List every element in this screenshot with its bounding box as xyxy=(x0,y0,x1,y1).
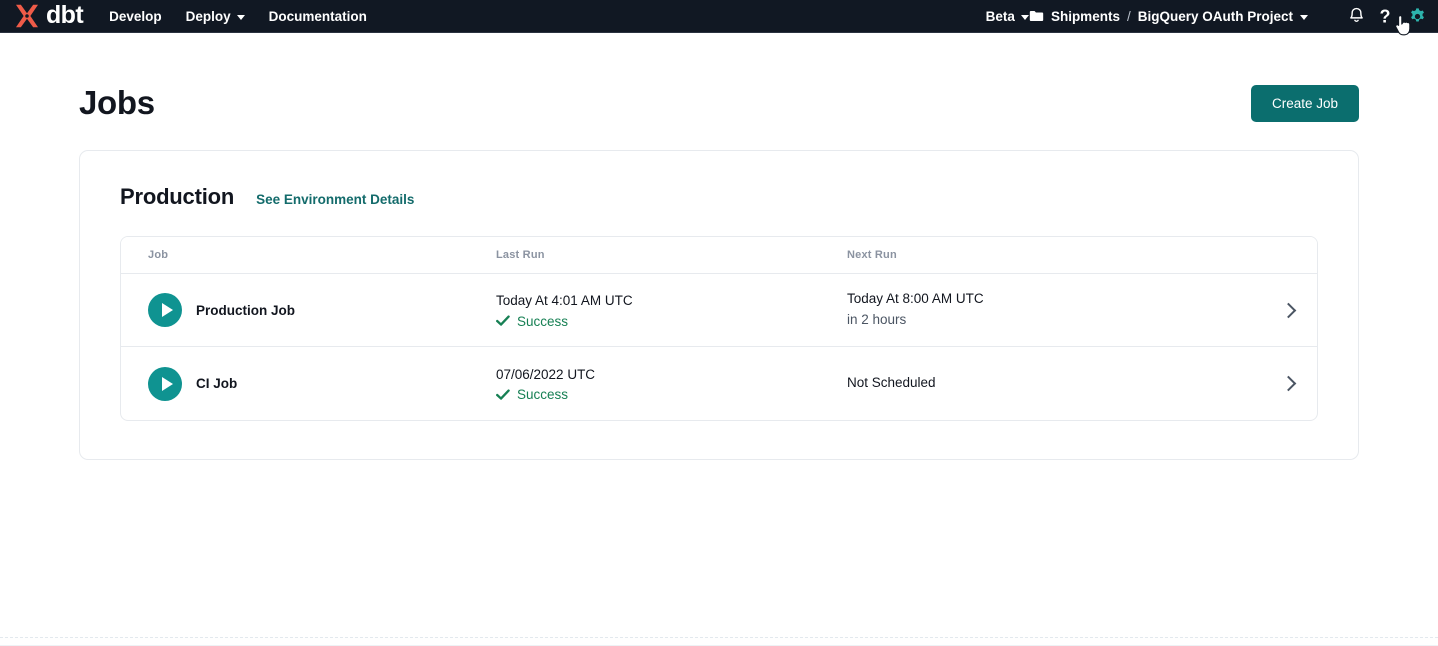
page-title: Jobs xyxy=(79,84,155,121)
play-circle-icon[interactable] xyxy=(148,366,182,401)
navbar-right-group: Beta Shipments / BigQuery OAuth Project … xyxy=(986,7,1427,36)
row-job-cell: CI Job xyxy=(121,366,496,401)
next-run-time: Today At 8:00 AM UTC xyxy=(847,291,984,307)
environment-card: Production See Environment Details Job L… xyxy=(79,150,1359,460)
gear-icon xyxy=(1411,7,1424,21)
nav-link-develop-label: Develop xyxy=(109,8,162,24)
column-header-last-run: Last Run xyxy=(496,249,545,261)
chevron-right-icon xyxy=(1280,375,1296,392)
row-next-run-cell: Not Scheduled xyxy=(847,373,1259,394)
status-badge: Success xyxy=(517,387,569,403)
notifications-button[interactable] xyxy=(1348,7,1365,25)
status-badge: Success xyxy=(517,313,569,329)
check-icon xyxy=(496,315,510,327)
breadcrumb-account: Shipments xyxy=(1050,8,1120,24)
page-body: Jobs Create Job Production See Environme… xyxy=(0,33,1438,460)
top-navbar: dbt Develop Deploy Documentation Beta Sh… xyxy=(0,0,1438,36)
nav-link-develop[interactable]: Develop xyxy=(109,9,162,24)
row-last-run-cell: Today At 4:01 AM UTC Success xyxy=(496,291,847,329)
environment-card-header: Production See Environment Details xyxy=(120,184,1318,210)
row-open-button[interactable] xyxy=(1259,375,1317,392)
beta-dropdown[interactable]: Beta xyxy=(986,9,1029,24)
table-row[interactable]: CI Job 07/06/2022 UTC Success Not Schedu… xyxy=(121,347,1317,420)
footer-divider-dashed xyxy=(0,637,1438,638)
breadcrumb[interactable]: Shipments / BigQuery OAuth Project xyxy=(1029,9,1308,24)
row-last-run-cell: 07/06/2022 UTC Success xyxy=(496,365,847,403)
row-open-button[interactable] xyxy=(1259,302,1317,318)
settings-button[interactable] xyxy=(1395,7,1427,36)
next-run-relative: in 2 hours xyxy=(847,312,907,327)
environment-name: Production xyxy=(120,184,235,209)
see-environment-details-link[interactable]: See Environment Details xyxy=(256,192,415,207)
play-circle-icon[interactable] xyxy=(148,293,182,327)
question-mark-icon: ? xyxy=(1380,7,1391,26)
chevron-down-icon xyxy=(236,14,245,20)
last-run-time: 07/06/2022 UTC xyxy=(496,366,596,382)
check-icon xyxy=(496,389,510,400)
last-run-status: Success xyxy=(496,387,847,402)
jobs-table: Job Last Run Next Run Production Job Tod… xyxy=(120,236,1318,421)
column-header-next-run: Next Run xyxy=(847,249,897,261)
create-job-button[interactable]: Create Job xyxy=(1250,84,1359,122)
nav-link-documentation-label: Documentation xyxy=(268,8,367,24)
breadcrumb-project: BigQuery OAuth Project xyxy=(1137,8,1293,24)
folder-icon xyxy=(1029,10,1044,21)
row-job-cell: Production Job xyxy=(121,293,496,327)
nav-link-documentation[interactable]: Documentation xyxy=(269,9,367,24)
row-next-run-cell: Today At 8:00 AM UTC in 2 hours xyxy=(847,289,1259,331)
chevron-down-icon xyxy=(1020,14,1029,20)
table-row[interactable]: Production Job Today At 4:01 AM UTC Succ… xyxy=(121,274,1317,347)
jobs-table-header-row: Job Last Run Next Run xyxy=(121,237,1317,274)
dbt-logo[interactable]: dbt xyxy=(12,0,84,30)
breadcrumb-separator: / xyxy=(1126,8,1131,24)
job-name: CI Job xyxy=(196,376,238,391)
help-button[interactable]: ? xyxy=(1379,7,1394,26)
svg-text:?: ? xyxy=(1380,7,1391,26)
dbt-x-logo-icon xyxy=(15,4,39,28)
bell-icon xyxy=(1350,7,1363,23)
navbar-left-group: dbt Develop Deploy Documentation xyxy=(12,2,391,30)
last-run-status: Success xyxy=(496,314,847,329)
job-name: Production Job xyxy=(196,302,295,318)
chevron-down-icon xyxy=(1300,14,1308,20)
chevron-right-icon xyxy=(1280,302,1296,318)
beta-label: Beta xyxy=(985,8,1015,24)
column-header-job: Job xyxy=(148,249,169,261)
next-run-time: Not Scheduled xyxy=(847,375,936,391)
page-header: Jobs Create Job xyxy=(79,33,1359,122)
dbt-wordmark: dbt xyxy=(46,0,84,29)
nav-link-deploy-label: Deploy xyxy=(185,8,231,24)
last-run-time: Today At 4:01 AM UTC xyxy=(496,293,633,309)
nav-link-deploy[interactable]: Deploy xyxy=(186,9,245,24)
